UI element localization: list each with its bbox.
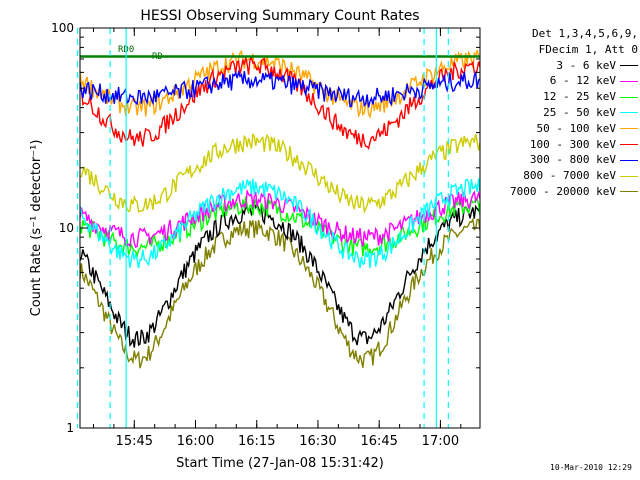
y-axis-label: Count Rate (s⁻¹ detector⁻¹) xyxy=(29,140,44,317)
legend-item-1: 6 - 12 keV xyxy=(478,73,638,89)
legend-rows: 3 - 6 keV 6 - 12 keV 12 - 25 keV 25 - 50 ke… xyxy=(478,58,638,200)
legend-swatch xyxy=(620,191,638,193)
legend-item-7: 800 - 7000 keV xyxy=(478,168,638,184)
legend-item-label: 12 - 25 keV xyxy=(543,90,616,104)
legend-swatch xyxy=(620,143,638,145)
x-tick-label-5: 17:00 xyxy=(422,434,459,449)
legend-item-8: 7000 - 20000 keV xyxy=(478,184,638,200)
legend-item-6: 300 - 800 keV xyxy=(478,152,638,168)
y-tick-label-2: 100 xyxy=(51,21,74,35)
x-tick-label-1: 16:00 xyxy=(177,434,214,449)
legend-item-label: 300 - 800 keV xyxy=(529,153,616,167)
legend-item-label: 7000 - 20000 keV xyxy=(510,184,616,198)
legend-item-label: 800 - 7000 keV xyxy=(523,169,616,183)
legend-item-3: 25 - 50 keV xyxy=(478,105,638,121)
legend-item-0: 3 - 6 keV xyxy=(478,58,638,74)
series-line-5 xyxy=(79,55,481,150)
series-line-4 xyxy=(79,49,481,119)
y-tick-label-0: 1 xyxy=(66,421,74,435)
series-line-0 xyxy=(79,201,481,348)
series-line-7 xyxy=(79,132,481,215)
legend-item-label: 50 - 100 keV xyxy=(536,121,616,135)
legend-swatch xyxy=(620,128,638,130)
x-tick-label-2: 16:15 xyxy=(238,434,275,449)
legend-item-4: 50 - 100 keV xyxy=(478,121,638,137)
date-stamp: 10-Mar-2010 12:29 xyxy=(550,463,632,472)
series-line-8 xyxy=(79,217,481,369)
chart-title: HESSI Observing Summary Count Rates xyxy=(140,8,419,24)
x-tick-label-3: 16:30 xyxy=(299,434,336,449)
legend-item-5: 100 - 300 keV xyxy=(478,137,638,153)
series-line-6 xyxy=(79,69,481,108)
legend-swatch xyxy=(620,64,638,66)
y-tick-label-1: 10 xyxy=(59,221,74,235)
legend-header-decim: FDecim 1, Att 0 xyxy=(538,42,638,56)
axis-layer: 15:45 16:00 16:15 16:30 16:45 17:00 1 10 100 xyxy=(51,21,480,449)
series-layer: RD0RD xyxy=(79,45,481,369)
legend-item-label: 25 - 50 keV xyxy=(543,105,616,119)
legend-header-detectors: Det 1,3,4,5,6,9, xyxy=(532,27,638,40)
legend-swatch xyxy=(620,80,638,82)
legend-swatch xyxy=(620,96,638,98)
legend: Det 1,3,4,5,6,9, FDecim 1, Att 0 3 - 6 k… xyxy=(478,26,638,200)
x-axis-label: Start Time (27-Jan-08 15:31:42) xyxy=(176,456,384,471)
x-tick-label-0: 15:45 xyxy=(116,434,153,449)
marker-layer xyxy=(77,28,449,428)
legend-item-label: 6 - 12 keV xyxy=(549,74,616,88)
legend-item-label: 3 - 6 keV xyxy=(556,58,616,72)
legend-item-2: 12 - 25 keV xyxy=(478,89,638,105)
series-line-3 xyxy=(79,178,481,269)
legend-item-label: 100 - 300 keV xyxy=(529,137,616,151)
legend-swatch xyxy=(620,159,638,161)
x-tick-label-4: 16:45 xyxy=(360,434,397,449)
legend-swatch xyxy=(620,112,638,114)
legend-swatch xyxy=(620,175,638,177)
